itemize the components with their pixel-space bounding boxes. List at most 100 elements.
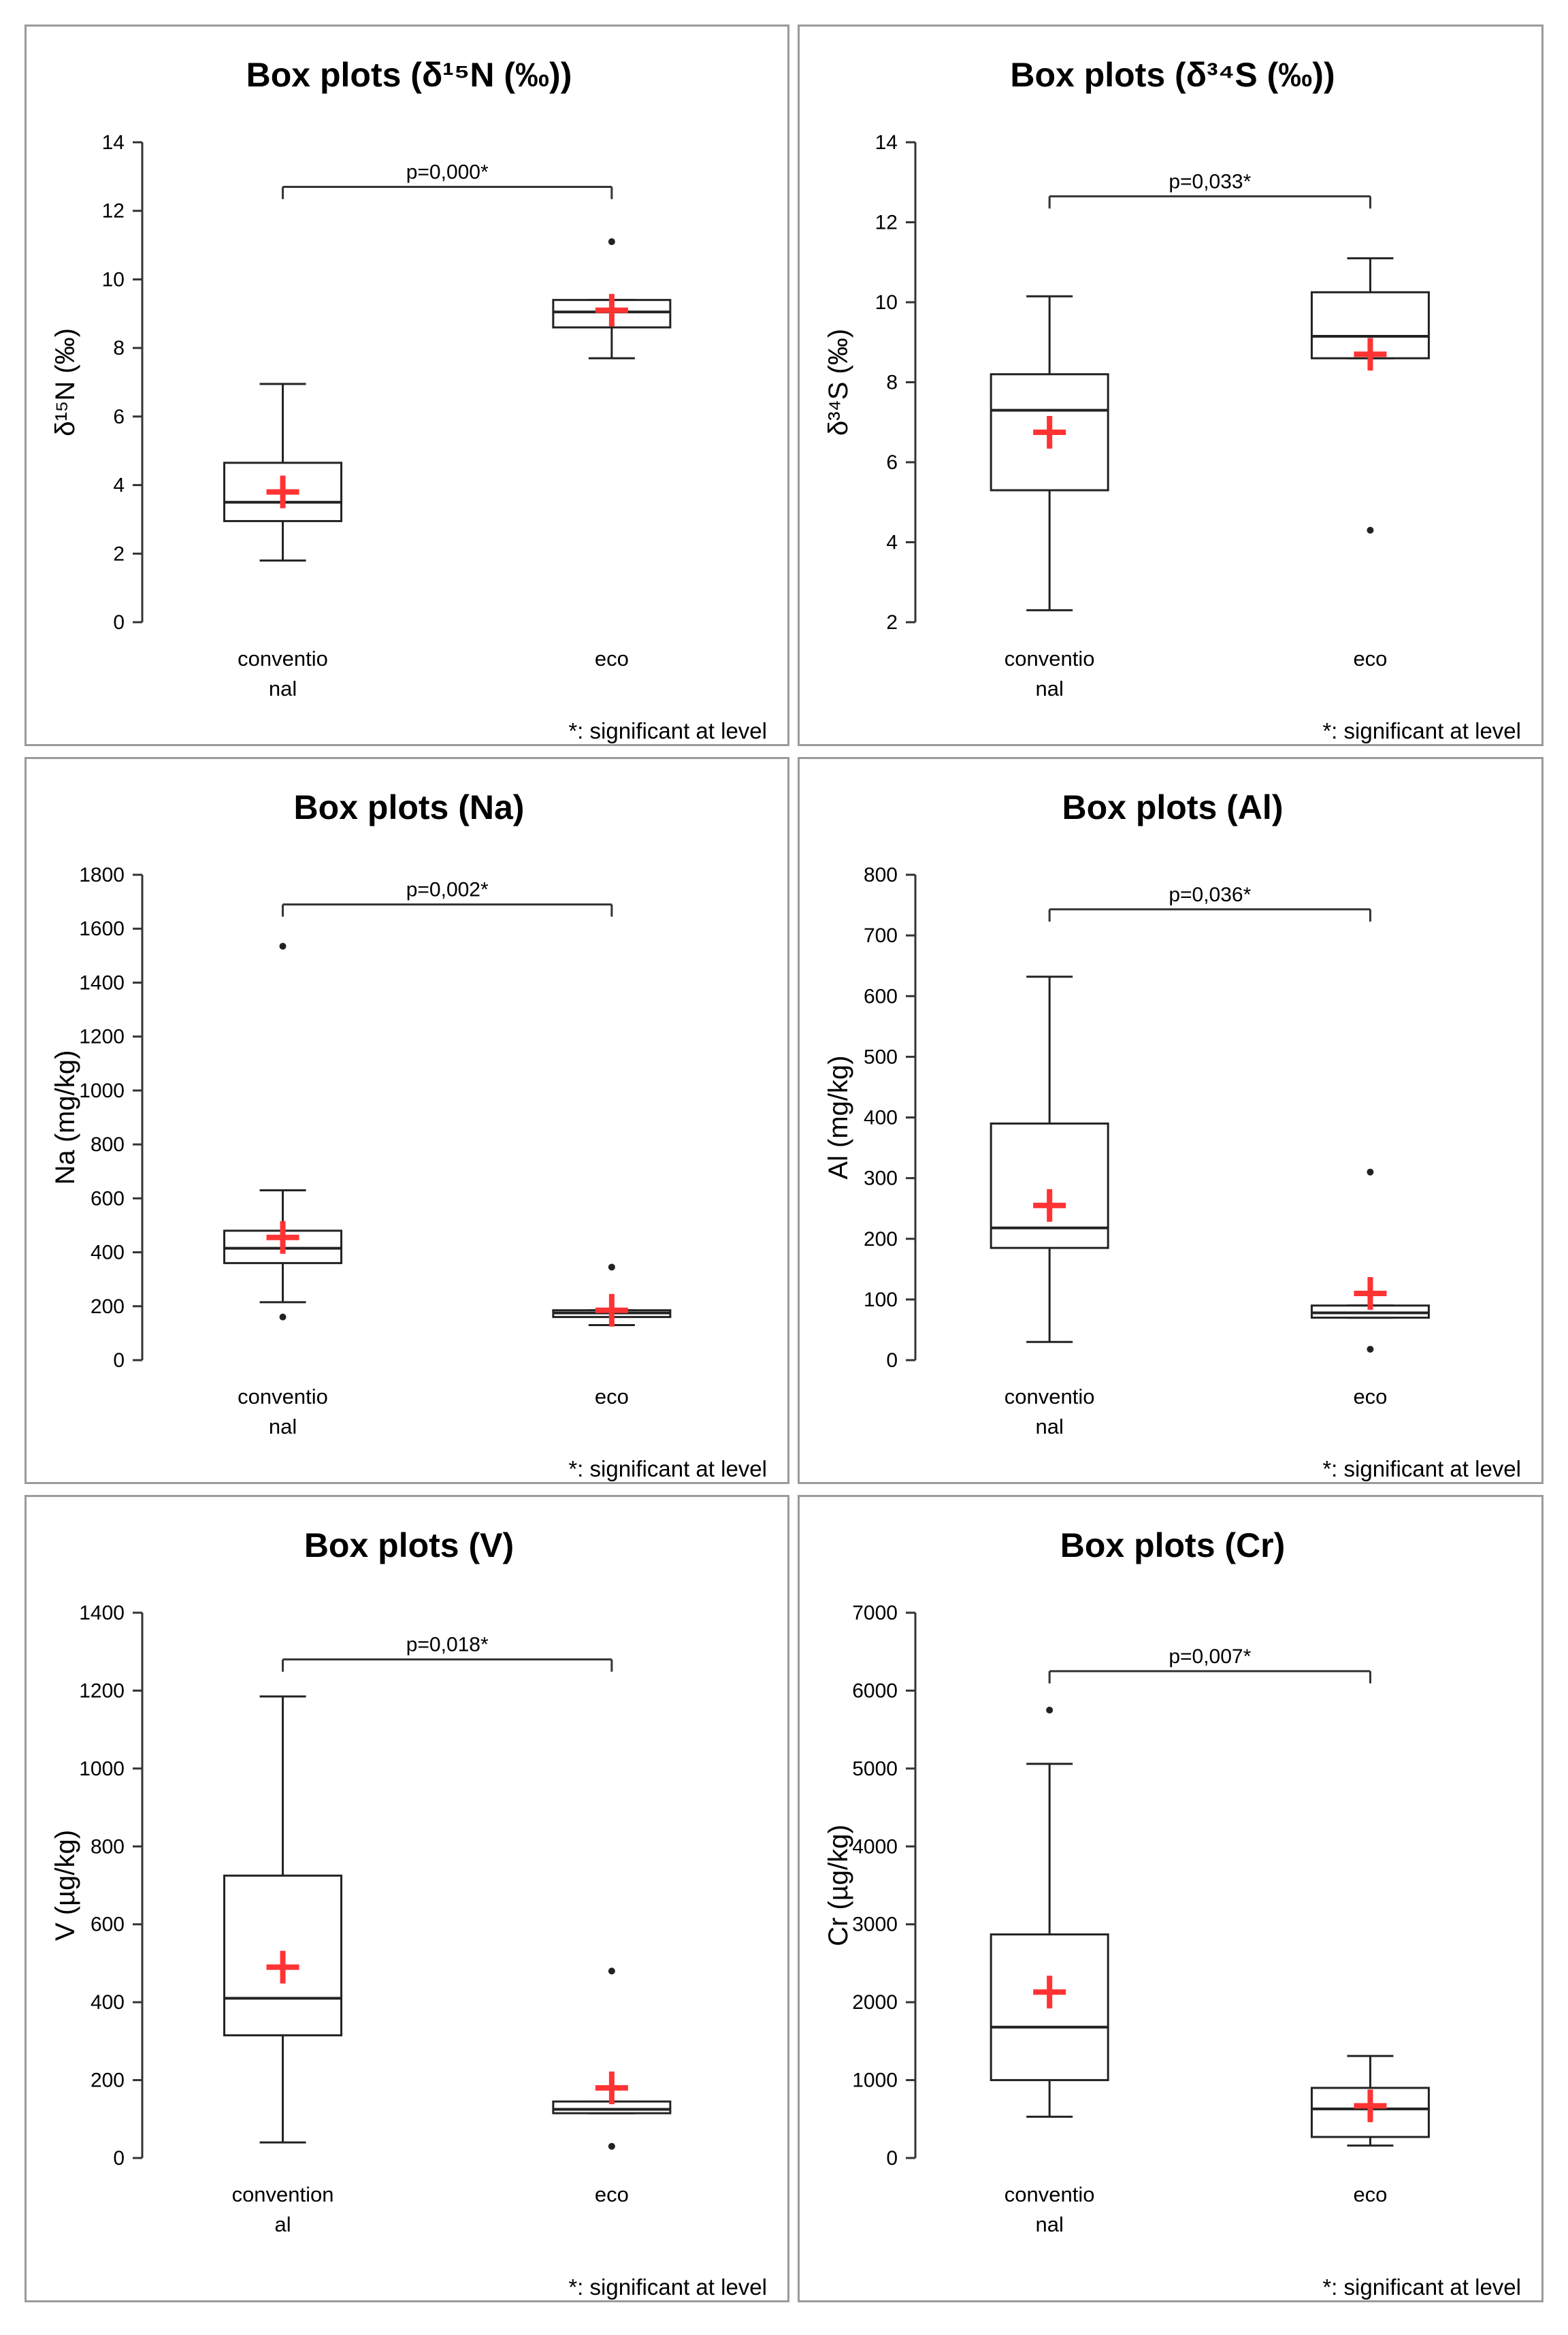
outlier-point [1367,526,1374,534]
chart-svg: Box plots (V) 0 200 400 600 800 1000 1200 1400 V … [50,1526,767,2300]
category-label: eco [1353,647,1387,671]
box-eco [1310,2055,1430,2147]
y-tick-label: 8 [886,372,898,394]
mean-marker [1033,1189,1066,1222]
y-tick-label: 10 [875,291,898,314]
y-tick-label: 500 [864,1046,898,1068]
box-conventional [990,295,1109,611]
significance-note: *: significant at level [568,718,767,743]
chart-svg: Box plots (δ¹⁵N (‰)) 0 2 4 6 8 10 12 14 δ¹⁵N (‰) c… [50,56,767,743]
mean-marker [1354,338,1387,371]
y-tick-label: 10 [102,268,125,291]
y-tick-label: 3000 [852,1914,898,1936]
y-tick-label: 600 [91,1187,125,1210]
category-label: conventio nal [238,647,328,700]
chart-svg: Box plots (Cr) 0 1000 2000 3000 4000 5000 6000 7… [823,1526,1521,2300]
chart-svg: Box plots (δ³⁴S (‰)) 2 4 6 8 10 12 14 δ³⁴S (‰) co… [823,56,1521,743]
significance-note: *: significant at level [568,2274,767,2300]
chart-panel-6: Box plots (Cr) 0 1000 2000 3000 4000 5000 6000 7… [798,1495,1544,2302]
mean-marker [595,2072,628,2105]
box-conventional [990,976,1109,1343]
category-label-line: nal [1035,2212,1063,2236]
chart-svg: Box plots (Na) 0 200 400 600 800 1000 1200 1400 1… [50,788,767,1481]
category-label-line: conventio [1004,1385,1095,1408]
y-tick-label: 200 [864,1228,898,1251]
chart-panel-4: Box plots (Al) 0 100 200 300 400 500 600 700 800 A… [798,757,1544,1484]
box-eco [552,1967,672,2150]
y-tick-label: 14 [875,131,898,154]
significance-bracket [1048,908,1371,922]
p-value-label: p=0,007* [1169,1645,1251,1668]
category-label-line: eco [595,2183,629,2206]
category-label: eco [1353,2183,1387,2206]
outlier-point [1367,1168,1374,1176]
significance-note: *: significant at level [1322,2274,1521,2300]
y-axis-label: Al (mg/kg) [823,1055,853,1179]
significance-note: *: significant at level [568,1456,767,1481]
p-value-label: p=0,033* [1169,170,1251,193]
y-axis-label: Cr (µg/kg) [823,1824,853,1946]
category-label-line: eco [1353,1385,1387,1408]
p-value-label: p=0,000* [406,161,489,183]
significance-bracket [282,185,613,199]
y-tick-label: 5000 [852,1758,898,1780]
outlier-point [279,942,287,950]
category-label-line: nal [269,677,297,700]
category-label: eco [595,1385,629,1408]
outlier-point [279,1313,287,1321]
significance-note: *: significant at level [1322,1456,1521,1481]
y-tick-label: 1000 [79,1758,125,1780]
y-tick-label: 800 [91,1133,125,1156]
chart-title: Box plots (Cr) [1060,1526,1286,1564]
category-label-line: eco [1353,2183,1387,2206]
y-tick-label: 2000 [852,1991,898,2014]
outlier-point [608,238,615,246]
y-tick-label: 14 [102,131,125,154]
y-tick-label: 4 [886,532,898,554]
chart-title: Box plots (δ³⁴S (‰)) [1010,56,1335,94]
chart-panel-3: Box plots (Na) 0 200 400 600 800 1000 1200 1400 1… [24,757,789,1484]
y-tick-label: 1200 [79,1679,125,1702]
y-tick-label: 8 [113,337,125,359]
y-tick-label: 6000 [852,1679,898,1702]
outlier-point [608,1263,615,1271]
y-tick-label: 200 [91,2070,125,2092]
category-label-line: conventio [238,647,328,671]
significance-bracket [282,903,613,917]
outlier-point [608,1967,615,1975]
outlier-point [1046,1707,1054,1714]
y-axis-label: V (µg/kg) [50,1830,80,1941]
y-tick-label: 300 [864,1168,898,1190]
mean-marker [595,293,628,327]
y-tick-label: 0 [886,1349,898,1372]
category-label-line: eco [595,1385,629,1408]
y-tick-label: 1800 [79,864,125,886]
chart-svg: Box plots (Al) 0 100 200 300 400 500 600 700 800 A… [823,788,1521,1481]
significance-bracket [282,1658,613,1672]
y-tick-label: 400 [864,1107,898,1129]
box-conventional [223,383,343,562]
y-tick-label: 800 [864,864,898,886]
outlier-point [608,2142,615,2150]
significance-note: *: significant at level [1322,718,1521,743]
category-label: eco [595,2183,629,2206]
y-tick-label: 4000 [852,1835,898,1858]
y-tick-label: 1400 [79,1602,125,1624]
category-label: eco [1353,1385,1387,1408]
y-tick-label: 200 [91,1295,125,1318]
y-tick-label: 0 [113,1349,125,1372]
chart-panel-1: Box plots (δ¹⁵N (‰)) 0 2 4 6 8 10 12 14 δ¹⁵N (‰) c… [24,25,789,746]
y-tick-label: 7000 [852,1602,898,1624]
p-value-label: p=0,018* [406,1634,489,1656]
category-label-line: convention [232,2183,334,2206]
significance-bracket [1048,195,1371,209]
significance-bracket [1048,1670,1371,1684]
box-eco [552,1263,672,1327]
outlier-point [1367,1345,1374,1353]
y-tick-label: 12 [102,200,125,223]
